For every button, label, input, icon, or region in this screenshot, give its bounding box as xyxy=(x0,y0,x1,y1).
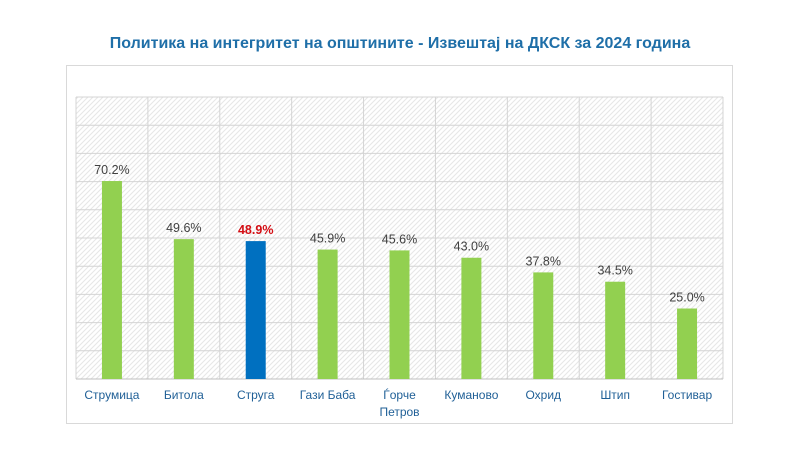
bar-1 xyxy=(101,181,122,379)
data-labels: 70.2% 49.6% 48.9% 45.9% 45.6% 43.0% 37.8% 34.5%… xyxy=(94,163,705,304)
x-tick-label: Струмица xyxy=(84,388,139,402)
bar-9 xyxy=(677,308,698,379)
bars xyxy=(101,181,698,379)
data-label: 48.9% xyxy=(238,223,273,237)
data-label: 49.6% xyxy=(166,221,201,235)
x-tick-label-line: Струга xyxy=(237,388,275,402)
x-tick-label: Куманово xyxy=(444,388,498,402)
x-axis: Струмица Битола Струга Гази Баба Ѓорче Петров… xyxy=(84,387,712,419)
bar-2 xyxy=(173,239,194,379)
x-tick-label-line: Ѓорче xyxy=(383,387,416,402)
x-tick-label: Гостивар xyxy=(662,388,712,402)
bar-5 xyxy=(389,250,410,379)
bar-3 xyxy=(245,241,266,379)
bar-4 xyxy=(317,249,338,379)
x-tick-label-line: Гази Баба xyxy=(300,388,356,402)
bar-8 xyxy=(605,281,626,379)
bar-7 xyxy=(533,272,554,379)
data-label: 45.9% xyxy=(310,232,345,246)
x-tick-label: Битола xyxy=(164,388,204,402)
data-label: 70.2% xyxy=(94,163,129,177)
x-tick-label-line: Штип xyxy=(600,388,630,402)
data-label: 34.5% xyxy=(597,264,632,278)
x-tick-label-line: Гостивар xyxy=(662,388,712,402)
data-label: 37.8% xyxy=(526,254,561,268)
data-label: 45.6% xyxy=(382,232,417,246)
data-label: 43.0% xyxy=(454,240,489,254)
x-tick-label-line: Битола xyxy=(164,388,204,402)
data-label: 25.0% xyxy=(669,291,704,305)
x-tick-label: Гази Баба xyxy=(300,388,356,402)
chart-title: Политика на интегритет на општините - Из… xyxy=(109,35,691,52)
x-tick-label-line: Охрид xyxy=(525,388,561,402)
x-tick-label-line: Струмица xyxy=(84,388,139,402)
x-tick-label: Охрид xyxy=(525,388,561,402)
x-tick-label-line: Куманово xyxy=(444,388,498,402)
x-tick-label-line: Петров xyxy=(379,405,419,419)
x-tick-label: Струга xyxy=(237,388,275,402)
bar-6 xyxy=(461,257,482,379)
x-tick-label: Штип xyxy=(600,388,630,402)
x-tick-label: Ѓорче Петров xyxy=(379,387,419,419)
